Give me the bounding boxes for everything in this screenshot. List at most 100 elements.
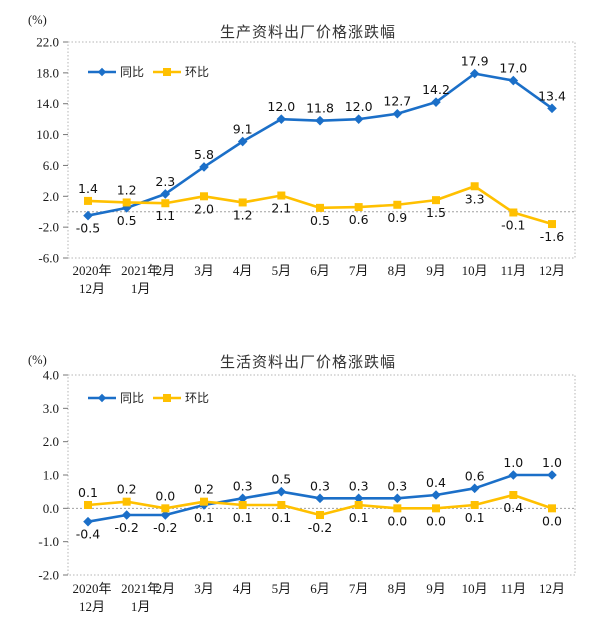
x-axis-label: 6月 [310, 263, 330, 278]
marker-yoy [353, 114, 364, 124]
x-axis-label: 1月 [131, 281, 151, 296]
y-tick-label: 10.0 [36, 127, 59, 142]
y-tick-label: 3.0 [43, 401, 59, 416]
marker-yoy [237, 136, 248, 147]
legend-marker-yoy [97, 393, 107, 403]
marker-yoy [83, 516, 93, 527]
data-label-mom: -0.2 [308, 520, 332, 535]
data-label-yoy: 0.3 [310, 478, 330, 493]
marker-mom [161, 504, 170, 513]
data-label-mom: 1.5 [426, 205, 446, 220]
data-label-yoy: -0.2 [153, 520, 177, 535]
data-label-mom: 0.0 [155, 488, 175, 503]
marker-mom [316, 203, 324, 212]
x-axis-label: 2020年 [72, 581, 111, 596]
y-axis-unit-label: (%) [28, 13, 47, 27]
chart-title-production-materials: 生产资料出厂价格涨跌幅 [219, 25, 396, 41]
data-label-mom: 0.2 [117, 482, 137, 497]
chart-consumer-goods: (%) 生活资料出厂价格涨跌幅 4.0 3.0 2.0 1.0 0.0 -1.0 -2.0 2… [0, 320, 600, 636]
marker-mom [238, 501, 247, 509]
x-axis-label: 7月 [349, 581, 369, 596]
marker-mom [122, 198, 131, 207]
data-label-yoy: 11.8 [306, 101, 334, 116]
legend-label-yoy: 同比 [120, 391, 144, 405]
y-tick-label: 1.0 [43, 468, 59, 483]
marker-mom [354, 203, 363, 212]
y-tick-label: 2.0 [43, 434, 59, 449]
data-label-yoy: 13.4 [538, 88, 566, 103]
data-label-mom: 0.0 [387, 513, 407, 528]
x-axis-label: 2021年 [121, 263, 160, 278]
x-axis-label: 2月 [156, 581, 176, 596]
marker-mom [161, 199, 170, 208]
data-label-yoy: 12.0 [345, 99, 373, 114]
x-axis-label: 2020年 [72, 263, 111, 278]
marker-yoy [392, 108, 403, 119]
data-label-mom: 2.1 [271, 201, 291, 216]
data-label-yoy: 0.3 [349, 478, 369, 493]
marker-mom [548, 504, 556, 513]
marker-mom [84, 501, 92, 509]
data-label-yoy: 1.0 [542, 455, 562, 470]
chart-production-materials: (%) 生产资料出厂价格涨跌幅 22.0 18.0 14.0 10.0 6.0 2.0 -2… [28, 13, 576, 296]
x-axis-label: 10月 [462, 581, 488, 596]
data-label-mom: 0.9 [387, 210, 407, 225]
data-label-mom: 2.0 [194, 201, 214, 216]
x-axis-label: 5月 [272, 581, 292, 596]
data-label-mom: 1.1 [155, 208, 175, 223]
marker-yoy [508, 470, 519, 480]
data-label-yoy: -0.2 [114, 520, 138, 535]
marker-mom [238, 198, 247, 207]
data-label-mom: 1.2 [233, 207, 253, 222]
y-tick-label: -2.0 [38, 220, 59, 235]
data-label-yoy: 14.2 [422, 82, 450, 97]
x-axis-label: 12月 [539, 581, 565, 596]
data-label-yoy: 17.9 [461, 54, 489, 69]
y-tick-label: 22.0 [36, 35, 59, 50]
marker-yoy [237, 493, 248, 504]
marker-yoy [469, 68, 480, 79]
marker-yoy [431, 490, 441, 500]
data-label-yoy: 0.3 [387, 478, 407, 493]
marker-mom [509, 208, 518, 217]
marker-mom [277, 191, 286, 200]
data-label-yoy: 0.4 [426, 475, 446, 490]
marker-mom [200, 192, 208, 201]
consumer-goods-plot: 4.0 3.0 2.0 1.0 0.0 -1.0 -2.0 2020年 12月 2021年 1月 2月… [38, 368, 576, 614]
marker-yoy [276, 114, 287, 124]
x-axis-label: 2021年 [121, 581, 160, 596]
data-label-mom: -0.1 [501, 217, 525, 232]
y-tick-label: 2.0 [43, 189, 59, 204]
data-label-mom: 0.4 [503, 500, 523, 515]
plot-frame [67, 374, 576, 576]
marker-yoy [353, 493, 364, 504]
x-axis-label: 8月 [388, 263, 408, 278]
marker-mom [316, 511, 324, 519]
legend-marker-yoy [97, 67, 107, 77]
marker-yoy [83, 210, 93, 221]
legend-label-mom: 环比 [185, 391, 209, 405]
x-axis-label: 9月 [426, 263, 446, 278]
data-label-mom: 0.2 [194, 482, 214, 497]
data-label-yoy: 0.5 [271, 472, 291, 487]
x-axis-label: 10月 [462, 263, 488, 278]
y-tick-label: -1.0 [38, 534, 59, 549]
y-tick-label: 4.0 [43, 368, 59, 383]
data-label-yoy: -0.4 [76, 527, 100, 542]
marker-yoy [508, 75, 519, 86]
data-label-mom: 0.6 [349, 212, 369, 227]
marker-mom [84, 196, 92, 205]
marker-mom [393, 504, 402, 513]
data-label-yoy: 9.1 [233, 122, 253, 137]
marker-mom [122, 497, 131, 506]
x-axis-label: 4月 [233, 581, 253, 596]
marker-mom [470, 182, 479, 191]
marker-yoy [547, 103, 557, 114]
y-tick-label: -6.0 [38, 251, 59, 266]
data-label-yoy: -0.5 [76, 221, 100, 236]
y-tick-label: -2.0 [38, 568, 59, 583]
data-label-yoy: 17.0 [499, 61, 527, 76]
y-tick-label: 6.0 [43, 158, 59, 173]
x-axis-label: 6月 [310, 581, 330, 596]
x-axis-label: 11月 [501, 263, 527, 278]
